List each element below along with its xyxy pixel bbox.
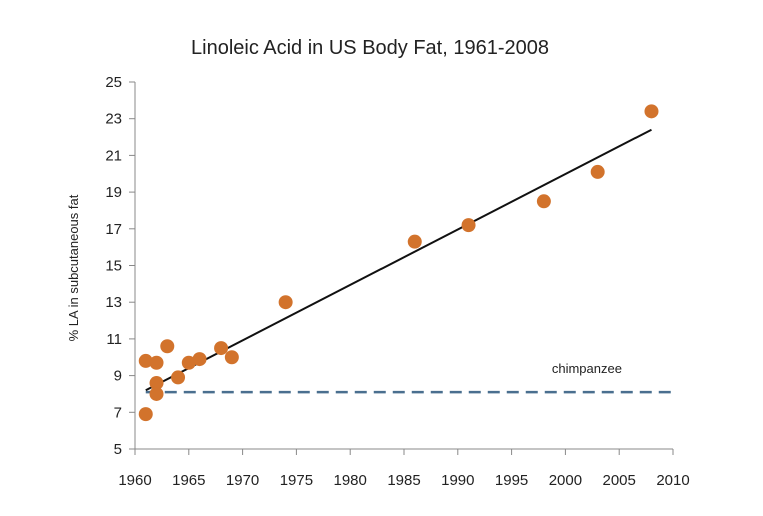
y-tick-label: 15 [105, 258, 122, 275]
x-tick-label: 2010 [656, 472, 689, 489]
data-point [536, 194, 551, 209]
x-tick-label: 1980 [334, 472, 367, 489]
y-tick-label: 5 [114, 441, 122, 458]
data-point [149, 386, 164, 401]
y-tick-label: 21 [105, 147, 122, 164]
y-tick-label: 11 [106, 331, 122, 348]
y-axis-label: % LA in subcutaneous fat [66, 194, 81, 341]
data-point [171, 370, 186, 385]
y-tick-label: 23 [105, 111, 122, 128]
y-tick-label: 25 [105, 74, 122, 91]
data-point [138, 353, 153, 368]
y-tick-label: 9 [114, 368, 122, 385]
data-point [149, 355, 164, 370]
chart-title: Linoleic Acid in US Body Fat, 1961-2008 [191, 37, 549, 59]
data-point [224, 350, 239, 365]
data-points [138, 104, 659, 422]
x-tick-label: 2005 [603, 472, 636, 489]
data-point [407, 234, 422, 249]
x-tick-label: 2000 [549, 472, 582, 489]
trendline [145, 128, 652, 392]
x-tick-label: 1975 [280, 472, 313, 489]
y-tick-label: 13 [105, 294, 122, 311]
axes: 5 7 9 11 13 15 17 19 21 23 25 1960 1965 1970 1975 1980 1… [105, 74, 689, 489]
y-tick-label: 19 [105, 184, 122, 201]
data-point [192, 352, 207, 367]
data-point [461, 218, 476, 233]
x-tick-label: 1960 [118, 472, 151, 489]
x-tick-label: 1965 [172, 472, 205, 489]
x-tick-label: 1985 [387, 472, 420, 489]
trendline-group [145, 128, 652, 392]
data-point [181, 355, 196, 370]
data-point [214, 341, 229, 356]
data-point [138, 407, 153, 422]
data-point [160, 339, 175, 354]
x-tick-label: 1990 [441, 472, 474, 489]
chimpanzee-label: chimpanzee [552, 361, 622, 376]
data-point [590, 164, 605, 179]
reference-line-group: chimpanzee [145, 361, 673, 394]
data-point [149, 375, 164, 390]
data-point [644, 104, 659, 119]
y-tick-label: 7 [114, 404, 122, 421]
x-tick-label: 1970 [226, 472, 259, 489]
y-tick-label: 17 [105, 221, 122, 238]
data-point [278, 295, 293, 310]
x-tick-label: 1995 [495, 472, 528, 489]
